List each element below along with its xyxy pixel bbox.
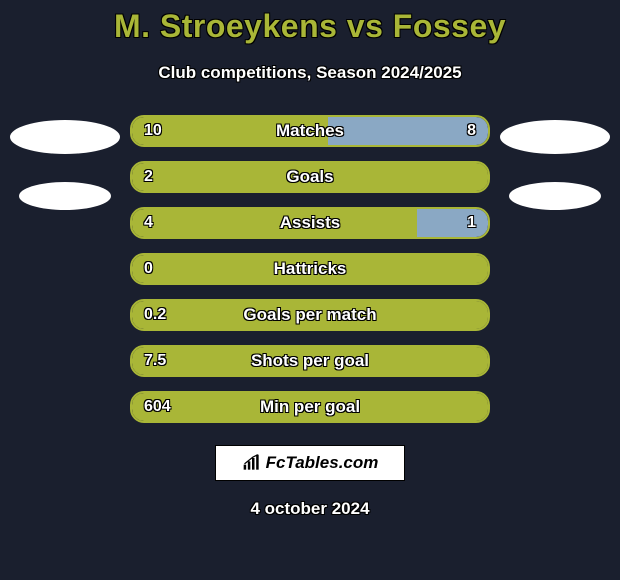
brand-badge: FcTables.com xyxy=(215,445,405,481)
brand-text: FcTables.com xyxy=(266,453,379,473)
comparison-subtitle: Club competitions, Season 2024/2025 xyxy=(0,63,620,83)
stat-bar-left-fill xyxy=(132,163,488,191)
chart-area: Matches108 Goals2 Assists41 Hattricks0 Goals… xyxy=(0,115,620,423)
stat-bar-right-fill xyxy=(417,209,488,237)
stat-bar: Goals2 xyxy=(130,161,490,193)
stat-bar-left-fill xyxy=(132,393,488,421)
stat-bar: Hattricks0 xyxy=(130,253,490,285)
stat-bar-left-fill xyxy=(132,117,328,145)
right-player-column xyxy=(490,115,620,210)
stat-bar-right-fill xyxy=(328,117,488,145)
player-left-logo-1 xyxy=(10,120,120,154)
stat-bar: Goals per match0.2 xyxy=(130,299,490,331)
stat-bars: Matches108 Goals2 Assists41 Hattricks0 Goals… xyxy=(130,115,490,423)
stat-bar-left-fill xyxy=(132,209,417,237)
brand-chart-icon xyxy=(242,454,262,472)
stat-bar-left-fill xyxy=(132,301,488,329)
stat-bar: Shots per goal7.5 xyxy=(130,345,490,377)
player-right-logo-2 xyxy=(509,182,601,210)
stat-bar-left-fill xyxy=(132,255,488,283)
comparison-title: M. Stroeykens vs Fossey xyxy=(0,0,620,45)
player-left-logo-2 xyxy=(19,182,111,210)
stat-bar: Min per goal604 xyxy=(130,391,490,423)
stat-bar: Matches108 xyxy=(130,115,490,147)
player-right-logo-1 xyxy=(500,120,610,154)
stat-bar: Assists41 xyxy=(130,207,490,239)
snapshot-date: 4 october 2024 xyxy=(0,499,620,519)
stat-bar-left-fill xyxy=(132,347,488,375)
left-player-column xyxy=(0,115,130,210)
